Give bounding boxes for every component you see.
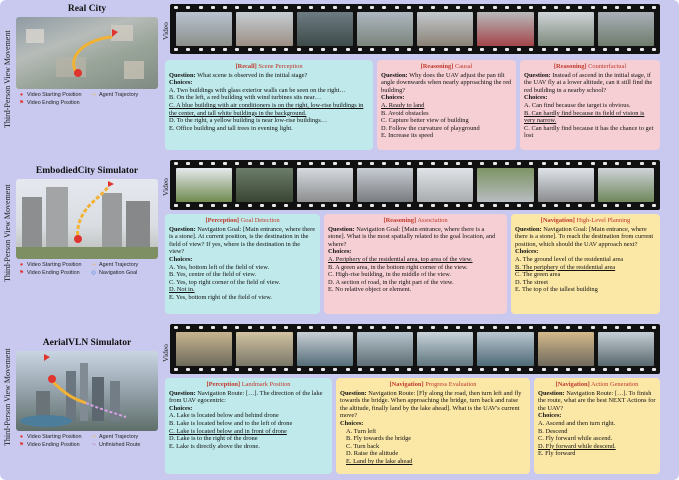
legend-goal: ◎ Navigation Goal (91, 270, 138, 276)
side-label: Third-Person View Movement (3, 30, 12, 128)
qa-box-causal: [Reasoning] Causal Question: Why does th… (377, 60, 516, 150)
qa-box-counterfactual: [Reasoning] Counterfactual Question: Ins… (520, 60, 660, 150)
location-pin-icon: ● (19, 262, 24, 268)
video-label: Video (161, 22, 170, 40)
end-flag-icon (108, 181, 114, 187)
legend-end: ⚑ Video Ending Position (19, 270, 80, 276)
dashed-route-icon: ⤳ (91, 442, 96, 448)
video-filmstrip (170, 160, 660, 210)
location-pin-icon: ● (19, 434, 24, 440)
start-pin-icon (48, 375, 56, 383)
scene-image-real-city (16, 17, 158, 89)
qa-box-goal-detection: [Perception] Goal Detection Question: Na… (165, 214, 320, 314)
qa-box-scene-perception: [Recall] Scene Perception Question: What… (165, 60, 373, 150)
qa-box-action-generation: [Navigation] Action Generation Question:… (534, 378, 660, 474)
legend-trajectory: ➝ Agent Trajectory (91, 434, 139, 440)
left-panel-aerialvln: AerialVLN Simulator ● Video Starting Posi… (12, 338, 162, 449)
panel-title: EmbodiedCity Simulator (35, 166, 139, 176)
left-panel-real-city: Real City ● Video Starting Position ➝ Agen… (12, 4, 162, 106)
panel-title: AerialVLN Simulator (42, 338, 132, 348)
side-label: Third-Person View Movement (3, 348, 12, 446)
location-pin-icon: ● (19, 92, 24, 98)
video-frames (176, 12, 654, 46)
start-pin-icon (74, 69, 82, 77)
legend-start: ● Video Starting Position (19, 262, 82, 268)
scene-image-aerialvln (16, 351, 158, 431)
end-flag-icon (44, 354, 50, 361)
end-flag-icon (112, 29, 118, 37)
video-frames (176, 332, 654, 366)
video-filmstrip (170, 324, 660, 374)
flag-icon: ⚑ (19, 270, 24, 276)
flag-icon: ⚑ (19, 442, 24, 448)
scene-image-embodiedcity (16, 179, 158, 259)
video-frames (176, 168, 654, 202)
left-panel-embodiedcity: EmbodiedCity Simulator ● Video Starting P… (12, 166, 162, 276)
legend-end: ⚑ Video Ending Position (19, 100, 80, 106)
qa-box-landmark-position: [Perception] Landmark Position Question:… (165, 378, 332, 474)
trajectory-overlay (20, 354, 127, 427)
flag-icon: ⚑ (19, 100, 24, 106)
video-label: Video (161, 344, 170, 362)
qa-box-association: [Reasoning] Association Question: Naviga… (324, 214, 507, 314)
panel-title: Real City (67, 4, 107, 14)
qa-box-high-level-planning: [Navigation] High-Level Planning Questio… (511, 214, 660, 314)
legend-end: ⚑ Video Ending Position (19, 442, 80, 448)
trajectory-overlay (16, 181, 158, 259)
qa-box-progress-evaluation: [Navigation] Progress Evaluation Questio… (336, 378, 530, 474)
legend-start: ● Video Starting Position (19, 92, 82, 98)
side-label: Third-Person View Movement (3, 184, 12, 282)
legend-trajectory: ➝ Agent Trajectory (91, 262, 139, 268)
legend-start: ● Video Starting Position (19, 434, 82, 440)
legend: ● Video Starting Position ➝ Agent Trajecto… (18, 434, 162, 449)
navigation-goal-icon: ◎ (91, 270, 96, 276)
legend-trajectory: ➝ Agent Trajectory (91, 92, 139, 98)
legend: ● Video Starting Position ➝ Agent Trajecto… (18, 92, 162, 106)
trajectory-icon: ➝ (91, 262, 96, 268)
trajectory-icon: ➝ (91, 92, 96, 98)
start-pin-icon (74, 235, 82, 243)
trajectory-icon: ➝ (91, 434, 96, 440)
video-label: Video (161, 178, 170, 196)
trajectory-overlay (26, 25, 144, 79)
legend: ● Video Starting Position ➝ Agent Trajecto… (18, 262, 162, 276)
legend-unfinished: ⤳ Unfinished Route (91, 442, 141, 448)
video-filmstrip (170, 4, 660, 54)
